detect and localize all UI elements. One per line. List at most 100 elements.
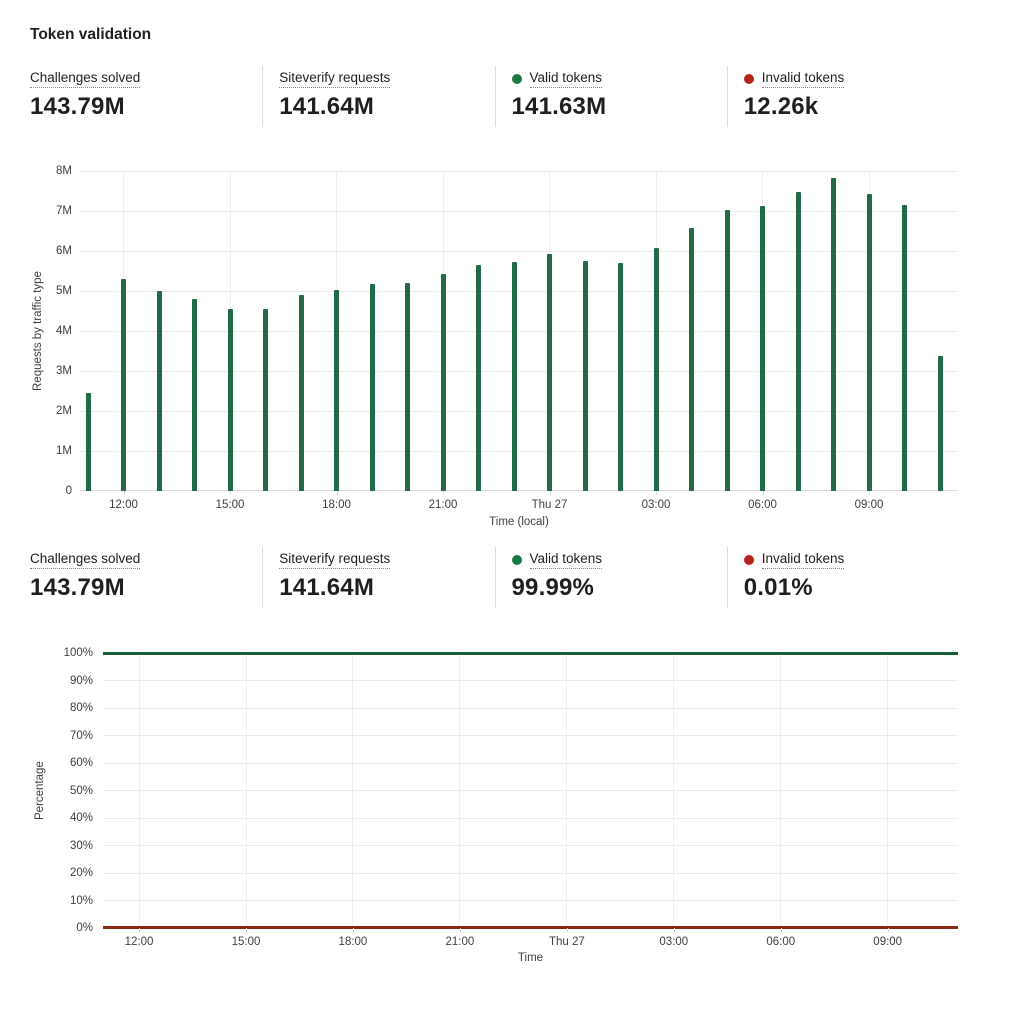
bar-22-00[interactable] <box>476 265 481 491</box>
page-title: Token validation <box>30 26 152 43</box>
bar-11-00[interactable] <box>85 393 91 491</box>
stat-value: 141.64M <box>279 574 375 601</box>
y-axis-tick-label: 90% <box>69 674 93 687</box>
bar-18-00[interactable] <box>334 290 339 491</box>
stat-value: 143.79M <box>30 574 125 601</box>
y-axis-tick-label: 70% <box>69 729 93 742</box>
bar-21-00[interactable] <box>440 274 446 491</box>
percentage-line-chart[interactable]: 0% 10% 20% 30% 40% 50% 60% 70% 80% 90% 100% 12:00 15… <box>30 645 959 975</box>
bar-03-00[interactable] <box>653 247 659 491</box>
x-axis-tick-label: 12:00 <box>124 936 154 948</box>
x-axis-tick <box>762 491 764 495</box>
stat-label[interactable]: Siteverify requests <box>279 551 391 569</box>
x-axis-tick-label: 18:00 <box>322 499 351 511</box>
token-validation-page: Token validation Challenges solved 143.7… <box>30 26 959 975</box>
stat-label[interactable]: Valid tokens <box>529 70 603 88</box>
gridline-vertical <box>459 653 461 928</box>
stat-card-invalid-tokens: Invalid tokens 12.26k <box>726 66 959 127</box>
bar-10-00[interactable] <box>902 205 907 491</box>
invalid-tokens-dot-icon <box>743 73 754 84</box>
gridline-horizontal <box>103 900 958 901</box>
y-axis-tick-label: 2M <box>56 405 72 417</box>
x-axis-tick <box>336 491 338 495</box>
y-axis-tick-label: 60% <box>69 757 93 769</box>
line-chart-plot-area[interactable] <box>103 651 958 930</box>
x-axis-tick <box>459 928 461 932</box>
bar-15-00[interactable] <box>227 309 233 491</box>
bar-09-00[interactable] <box>866 194 872 491</box>
y-axis-tick-label: 0 <box>65 485 72 497</box>
x-axis-tick <box>869 491 870 495</box>
gridline-horizontal <box>103 790 958 791</box>
x-axis-tick <box>656 491 657 495</box>
stats-row-counts: Challenges solved 143.79M Siteverify req… <box>30 66 959 127</box>
x-axis-tick <box>780 928 782 932</box>
gridline-horizontal <box>103 872 958 874</box>
x-axis-tick-label: 06:00 <box>748 499 777 511</box>
gridline-vertical <box>673 653 675 928</box>
gridline-horizontal <box>103 707 958 709</box>
x-axis-tick <box>443 491 444 495</box>
gridline-vertical <box>352 653 354 928</box>
stat-label[interactable]: Challenges solved <box>30 70 141 88</box>
bar-chart-plot-area[interactable] <box>80 170 958 491</box>
bar-thu-27-00-00[interactable] <box>547 254 552 491</box>
bar-08-00[interactable] <box>831 178 836 491</box>
bar-05-00[interactable] <box>724 210 730 491</box>
valid-tokens-line[interactable] <box>103 651 958 655</box>
bar-02-00[interactable] <box>618 263 623 491</box>
x-axis-tick <box>230 491 231 495</box>
stat-card-valid-tokens: Valid tokens 141.63M <box>494 66 727 127</box>
bar-01-00[interactable] <box>582 260 588 491</box>
x-axis-tick-label: 12:00 <box>109 499 138 511</box>
bar-20-00[interactable] <box>405 283 410 491</box>
x-axis-tick-label: Thu 27 <box>531 499 568 511</box>
gridline-horizontal <box>80 170 958 172</box>
gridline-horizontal <box>103 735 958 736</box>
y-axis-tick-label: 30% <box>69 839 93 852</box>
x-axis-tick <box>123 491 125 495</box>
bar-23-00[interactable] <box>511 262 517 491</box>
x-axis-tick <box>887 928 889 932</box>
gridline-horizontal <box>80 370 958 372</box>
valid-tokens-dot-icon <box>511 73 522 84</box>
bar-12-00[interactable] <box>121 279 126 491</box>
gridline-horizontal <box>80 450 958 452</box>
bar-04-00[interactable] <box>689 227 694 491</box>
y-axis-tick-label: 0% <box>76 922 93 934</box>
stat-card-challenges-solved: Challenges solved 143.79M <box>30 547 262 608</box>
gridline-horizontal <box>80 330 958 332</box>
x-axis-tick-label: 21:00 <box>445 936 475 948</box>
bar-06-00[interactable] <box>760 206 765 491</box>
bar-07-00[interactable] <box>795 191 801 491</box>
y-axis-tick-label: 3M <box>56 365 72 377</box>
y-axis-tick-label: 5M <box>56 285 72 297</box>
bar-17-00[interactable] <box>298 295 304 491</box>
x-axis-tick <box>566 928 568 932</box>
bar-14-00[interactable] <box>192 299 197 491</box>
stat-label[interactable]: Invalid tokens <box>761 551 845 569</box>
stat-label[interactable]: Siteverify requests <box>279 70 391 88</box>
stat-label[interactable]: Invalid tokens <box>761 70 845 88</box>
bar-19-00[interactable] <box>369 284 375 491</box>
bar-11-00[interactable] <box>937 355 943 491</box>
stat-label[interactable]: Valid tokens <box>529 551 603 569</box>
gridline-horizontal <box>103 845 958 846</box>
x-axis-tick <box>673 928 675 932</box>
stat-value: 12.26k <box>743 93 819 120</box>
x-axis-title: Time (local) <box>489 516 549 528</box>
invalid-tokens-line[interactable] <box>103 926 958 930</box>
stat-label[interactable]: Challenges solved <box>30 551 141 569</box>
gridline-horizontal <box>80 290 958 292</box>
bar-13-00[interactable] <box>156 291 162 491</box>
bar-16-00[interactable] <box>263 309 268 491</box>
y-axis-tick-label: 4M <box>56 325 72 337</box>
stat-value: 99.99% <box>511 574 595 601</box>
y-axis-title: Requests by traffic type <box>32 271 44 391</box>
requests-bar-chart[interactable]: 0 1M 2M 3M 4M 5M 6M 7M 8M 12:00 15:00 18:00 21:00 Thu… <box>30 161 959 533</box>
x-axis-tick <box>139 928 141 932</box>
gridline-vertical <box>887 653 889 928</box>
gridline-vertical <box>138 653 140 928</box>
x-axis-title: Time <box>517 952 544 964</box>
gridline-vertical <box>780 653 782 928</box>
